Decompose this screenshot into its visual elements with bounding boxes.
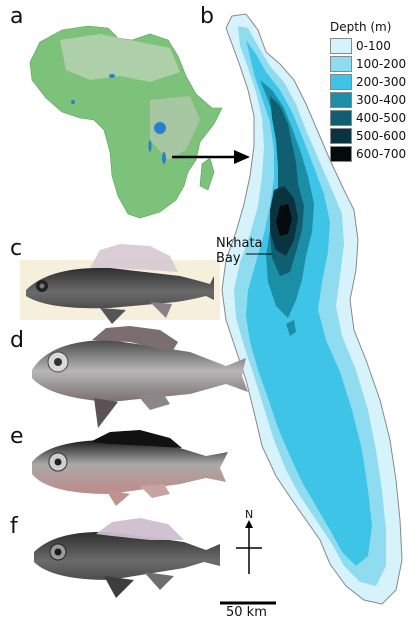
panel-label-d: d — [10, 328, 24, 353]
legend-row: 0-100 — [330, 37, 416, 55]
legend-swatch — [330, 128, 352, 144]
panel-label-c: c — [10, 236, 23, 261]
africa-highlands — [150, 96, 200, 160]
legend-row: 600-700 — [330, 145, 416, 163]
legend-label: 600-700 — [356, 147, 407, 161]
pointer-arrow-head — [234, 150, 250, 164]
depth-300-400-south — [286, 320, 296, 336]
depth-600-700 — [276, 204, 292, 236]
legend-label: 100-200 — [356, 57, 407, 71]
north-arrow — [236, 520, 262, 574]
depth-legend: Depth (m) 0-100 100-200 200-300 300-400 400-… — [330, 20, 416, 163]
madagascar — [199, 157, 215, 191]
panel-label-f: f — [10, 514, 18, 539]
legend-label: 400-500 — [356, 111, 407, 125]
legend-swatch — [330, 110, 352, 126]
lake-chad — [109, 74, 115, 78]
nkhata-bay-label-line1: Nkhata — [216, 236, 263, 251]
fish-c-photo — [20, 244, 220, 324]
lake-bathymetry-map — [221, 13, 403, 605]
legend-swatch — [330, 146, 352, 162]
africa-map — [29, 25, 250, 219]
nkhata-bay-label: Nkhata Bay — [216, 236, 263, 266]
legend-row: 300-400 — [330, 91, 416, 109]
legend-label: 0-100 — [356, 39, 391, 53]
panel-label-e: e — [10, 424, 24, 449]
legend-title: Depth (m) — [330, 20, 392, 34]
legend-swatch — [330, 74, 352, 90]
legend-label: 300-400 — [356, 93, 407, 107]
depth-200-300 — [246, 40, 372, 566]
legend-swatch — [330, 38, 352, 54]
legend-label: 500-600 — [356, 129, 407, 143]
legend-row: 400-500 — [330, 109, 416, 127]
lake-victoria — [154, 122, 166, 134]
legend-row: 500-600 — [330, 127, 416, 145]
nkhata-bay-label-line2: Bay — [216, 251, 241, 266]
fish-f-photo — [34, 518, 220, 598]
panel-label-b: b — [200, 4, 214, 29]
legend-row: 100-200 — [330, 55, 416, 73]
panel-label-a: a — [10, 4, 24, 29]
lake-tanganyika — [148, 140, 152, 152]
legend-swatch — [330, 92, 352, 108]
scale-bar-label: 50 km — [226, 605, 267, 620]
fish-e-photo — [32, 430, 228, 506]
north-label: N — [245, 508, 254, 521]
lake-volta — [71, 100, 75, 104]
lake-malawi-small — [162, 152, 166, 164]
legend-row: 200-300 — [330, 73, 416, 91]
legend-label: 200-300 — [356, 75, 407, 89]
fish-d-photo — [32, 326, 248, 428]
legend-swatch — [330, 56, 352, 72]
africa-desert-relief — [60, 34, 180, 82]
